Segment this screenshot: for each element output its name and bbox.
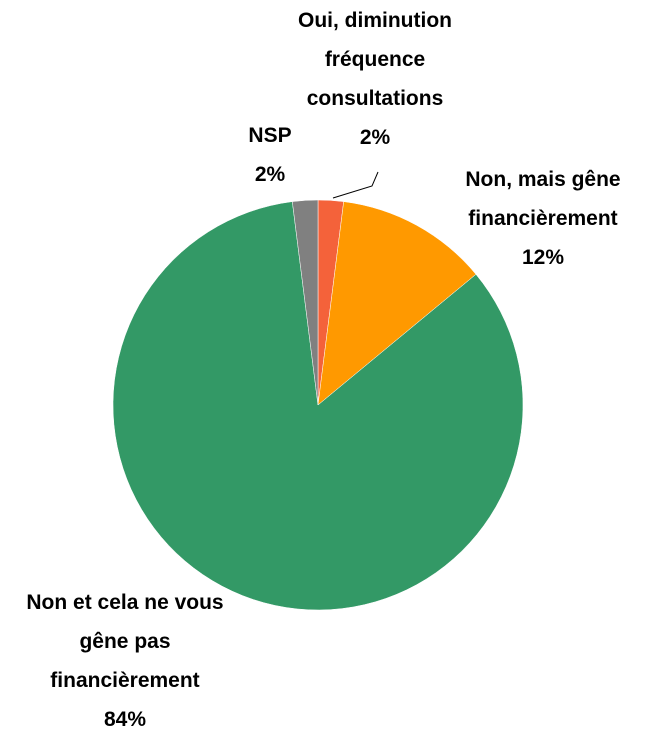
value-label: 2%	[359, 126, 391, 149]
value-label: 2%	[254, 163, 286, 186]
pie-slice	[112, 201, 524, 611]
value-label: 12%	[521, 246, 565, 269]
value-label: 84%	[103, 708, 147, 731]
pie-slice	[317, 201, 477, 406]
leader-line	[332, 171, 379, 199]
category-label: Non et cela ne vous gêne pas financièrem…	[26, 591, 224, 692]
slice-label: Oui, diminution fréquence consultations 2…	[260, 1, 490, 157]
slice-label: NSP 2%	[240, 116, 300, 194]
slice-label: Non, mais gêne financièrement 12%	[432, 160, 654, 277]
pie-slice	[292, 199, 319, 406]
category-label: NSP	[248, 124, 292, 147]
category-label: Non, mais gêne financièrement	[465, 168, 621, 230]
category-label: Oui, diminution fréquence consultations	[298, 9, 452, 110]
slice-label: Non et cela ne vous gêne pas financièrem…	[20, 583, 230, 739]
